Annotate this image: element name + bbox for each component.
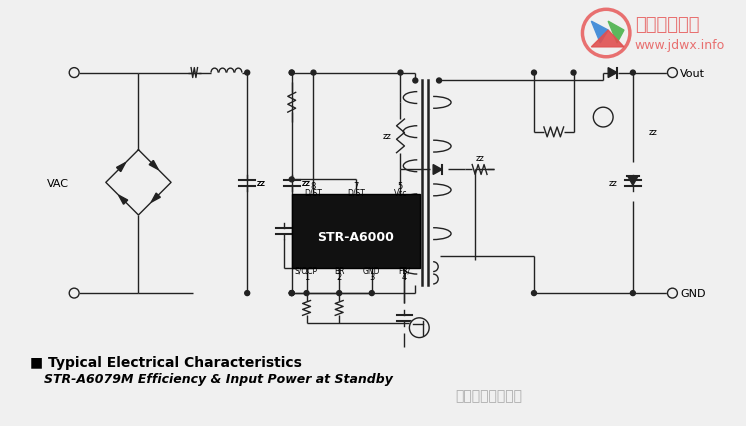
- Text: VAC: VAC: [47, 178, 69, 188]
- Circle shape: [289, 71, 294, 76]
- Circle shape: [668, 288, 677, 298]
- Text: 8: 8: [311, 181, 316, 190]
- Text: 4: 4: [402, 272, 407, 281]
- Text: BR: BR: [334, 266, 345, 275]
- Circle shape: [630, 71, 636, 76]
- Circle shape: [630, 291, 636, 296]
- Circle shape: [289, 291, 294, 296]
- Circle shape: [289, 178, 294, 182]
- Polygon shape: [592, 31, 624, 48]
- Polygon shape: [149, 161, 158, 170]
- Text: FB/: FB/: [398, 266, 410, 275]
- Polygon shape: [592, 22, 608, 44]
- Circle shape: [289, 291, 294, 296]
- Circle shape: [410, 318, 429, 338]
- Polygon shape: [628, 177, 638, 186]
- Text: STR-A6079M Efficiency & Input Power at Standby: STR-A6079M Efficiency & Input Power at S…: [45, 372, 393, 385]
- Bar: [292, 195, 420, 269]
- Circle shape: [531, 291, 536, 296]
- Circle shape: [311, 71, 316, 76]
- Text: ■ Typical Electrical Characteristics: ■ Typical Electrical Characteristics: [30, 355, 301, 369]
- Text: zz: zz: [301, 179, 310, 188]
- Circle shape: [531, 71, 536, 76]
- Circle shape: [245, 71, 250, 76]
- Text: GND: GND: [680, 288, 706, 298]
- Circle shape: [398, 71, 403, 76]
- Circle shape: [245, 291, 250, 296]
- Text: 5: 5: [398, 181, 403, 190]
- Text: 家电维修技术论坛: 家电维修技术论坛: [455, 388, 522, 402]
- Polygon shape: [116, 163, 125, 172]
- Text: 2: 2: [336, 272, 342, 281]
- Circle shape: [369, 291, 374, 296]
- Circle shape: [336, 291, 342, 296]
- Text: zz: zz: [475, 154, 484, 163]
- Circle shape: [289, 71, 294, 76]
- Text: Vout: Vout: [680, 69, 705, 78]
- Text: 家电维修论坛: 家电维修论坛: [635, 16, 699, 34]
- Circle shape: [413, 79, 418, 84]
- Polygon shape: [608, 22, 624, 44]
- Circle shape: [289, 291, 294, 296]
- Polygon shape: [119, 196, 128, 205]
- Text: zz: zz: [609, 179, 618, 188]
- Text: STR-A6000: STR-A6000: [318, 230, 395, 243]
- Text: 3: 3: [369, 272, 374, 281]
- Text: 1: 1: [304, 272, 309, 281]
- Text: Vcc: Vcc: [394, 188, 407, 197]
- Text: www.jdwx.info: www.jdwx.info: [635, 39, 725, 52]
- Text: zz: zz: [257, 179, 266, 188]
- Circle shape: [593, 108, 613, 128]
- Text: zz: zz: [648, 128, 657, 137]
- Polygon shape: [151, 193, 160, 203]
- Text: D/ST: D/ST: [304, 188, 322, 197]
- Text: zz: zz: [301, 179, 310, 188]
- Circle shape: [69, 288, 79, 298]
- Text: 7: 7: [354, 181, 359, 190]
- Text: zz: zz: [257, 179, 266, 188]
- Circle shape: [69, 69, 79, 78]
- Polygon shape: [608, 69, 617, 78]
- Text: zz: zz: [382, 132, 391, 141]
- Circle shape: [668, 69, 677, 78]
- Circle shape: [436, 79, 442, 84]
- Text: S/OCP: S/OCP: [295, 266, 318, 275]
- Polygon shape: [433, 165, 442, 175]
- Text: GND: GND: [363, 266, 380, 275]
- Circle shape: [304, 291, 309, 296]
- Circle shape: [571, 71, 576, 76]
- Text: D/ST: D/ST: [347, 188, 365, 197]
